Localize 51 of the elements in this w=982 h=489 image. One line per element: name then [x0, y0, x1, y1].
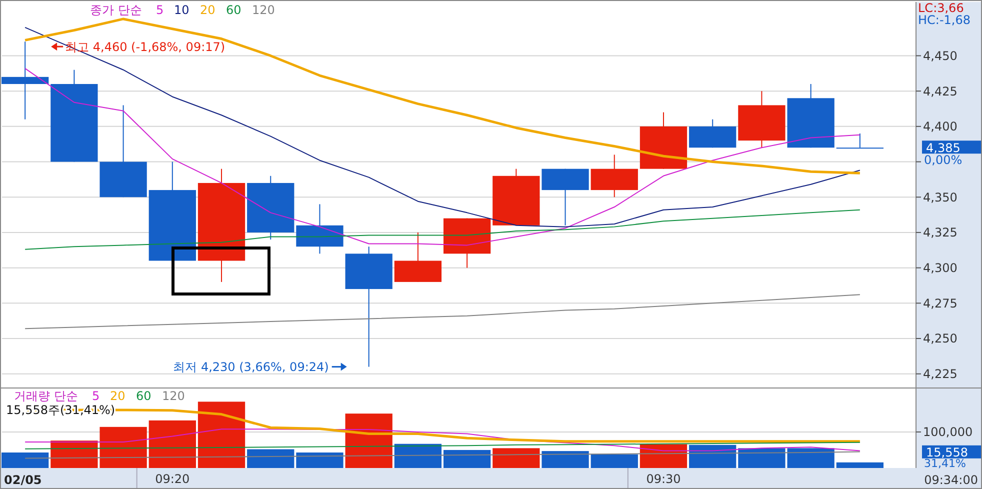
- line-series: [24, 209, 860, 250]
- x-tick-label: 09:30: [646, 472, 681, 486]
- y-tick-label: 4,250: [923, 332, 958, 346]
- bar: [296, 452, 344, 468]
- text: 120: [162, 389, 185, 403]
- text: LC:3,66: [918, 1, 964, 15]
- bar: [542, 451, 589, 468]
- bar: [2, 452, 49, 468]
- y-tick-label: 4,325: [923, 226, 958, 240]
- y-tick-label: 4,350: [923, 190, 958, 204]
- y-tick-label: 4,400: [923, 120, 958, 134]
- series-label: 20: [110, 389, 126, 403]
- y-tick-label: 4,300: [923, 261, 958, 276]
- series-label: 20: [200, 3, 216, 17]
- candlestick: [2, 41, 49, 120]
- bar: [492, 448, 540, 468]
- annotation: 최고 4,460 (-1,68%, 09:17): [65, 40, 226, 54]
- candlestick: [836, 132, 884, 149]
- text: 60: [136, 389, 152, 403]
- text: 60: [226, 3, 242, 17]
- line-series: [24, 68, 860, 246]
- text: HC:-1,68: [918, 13, 970, 27]
- annotation: 최저 4,230 (3,66%, 09:24): [173, 360, 329, 374]
- text: 5: [156, 3, 164, 17]
- bar: [394, 444, 442, 468]
- text: 10: [174, 3, 190, 17]
- bar: [590, 454, 638, 468]
- line-series: [24, 26, 860, 228]
- text: 09:34:00: [924, 473, 978, 487]
- text: 02/05: [4, 473, 42, 487]
- line-series: [24, 18, 862, 174]
- bar: [247, 449, 294, 468]
- text: 4,385: [926, 140, 960, 155]
- text: 31,41%: [924, 457, 966, 470]
- bar: [148, 420, 196, 468]
- y-tick-label: 4,425: [923, 84, 958, 98]
- y-tick-label: 4,225: [923, 367, 958, 382]
- text: 5: [92, 389, 100, 403]
- bar: [836, 462, 884, 468]
- bar: [640, 444, 688, 468]
- text: 120: [252, 3, 275, 17]
- text: 0,00%: [924, 152, 962, 167]
- text: 15,558: [926, 446, 968, 460]
- x-tick-label: 09:20: [155, 472, 190, 486]
- y-tick-label: 100,000: [923, 425, 973, 440]
- line-series: [24, 294, 860, 330]
- y-tick-label: 4,275: [923, 296, 958, 310]
- y-tick-label: 4,450: [923, 48, 958, 63]
- legend-title: 거래량 단순: [14, 389, 78, 403]
- bar: [443, 450, 491, 468]
- legend-title: 종가 단순: [90, 3, 142, 17]
